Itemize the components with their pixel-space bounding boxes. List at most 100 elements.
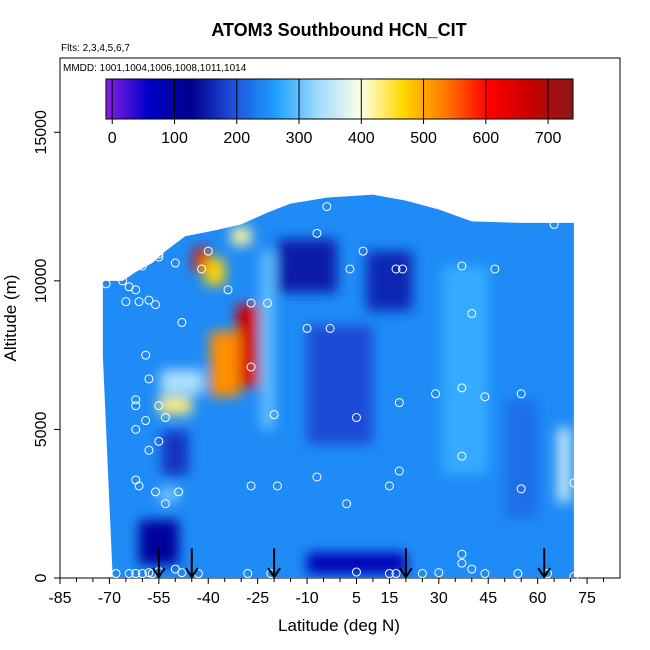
observation-point [351, 413, 361, 423]
field-cell [209, 331, 240, 397]
colorbar-tick-label: 500 [410, 130, 437, 147]
observation-point [467, 309, 477, 319]
observation-point [467, 564, 477, 574]
observation-point [457, 383, 467, 393]
observation-point [197, 264, 207, 274]
observation-point [144, 568, 154, 578]
observation-point [549, 219, 559, 229]
observation-point [160, 413, 170, 423]
colorbar-tick-label: 700 [535, 130, 562, 147]
y-axis-label: Altitude (m) [1, 275, 20, 362]
flight-arrow [151, 548, 166, 579]
colorbar-tick-label: 300 [286, 130, 313, 147]
observation-point [269, 410, 279, 420]
observation-point [457, 261, 467, 271]
colorbar-tick-label: 100 [161, 130, 188, 147]
x-tick-label: 15 [381, 590, 399, 607]
observation-point [174, 487, 184, 497]
heatmap-field [102, 194, 574, 578]
observation-point [457, 451, 467, 461]
x-axis-label: Latitude (deg N) [278, 616, 400, 635]
x-tick-label: 45 [479, 590, 497, 607]
x-tick-label: -25 [246, 590, 269, 607]
flight-arrow [537, 548, 552, 579]
colorbar-tick-label: 0 [108, 130, 117, 147]
observation-point [312, 472, 322, 482]
observation-point [137, 261, 147, 271]
field-cell [277, 239, 337, 293]
observation-point [124, 569, 134, 579]
x-tick-label: -70 [98, 590, 121, 607]
observation-point [154, 401, 164, 411]
field-cell [204, 258, 225, 286]
observation-point [131, 401, 141, 411]
observation-point [154, 252, 164, 262]
observation-point [457, 549, 467, 559]
field-cell [158, 396, 192, 415]
mmdd-label: MMDD: 1001,1004,1006,1008,1011,1014 [63, 63, 247, 74]
observation-point [516, 389, 526, 399]
observation-point [434, 568, 444, 578]
observation-point [154, 249, 164, 259]
flight-arrows [151, 548, 552, 579]
observation-point [384, 569, 394, 579]
observation-point [480, 392, 490, 402]
observation-point [177, 568, 187, 578]
y-tick-label: 10000 [33, 259, 50, 304]
observation-point [384, 481, 394, 491]
observation-point [111, 569, 121, 579]
observation-point [351, 567, 361, 577]
observation-point [516, 484, 526, 494]
observation-point [160, 499, 170, 509]
observation-point [134, 481, 144, 491]
flight-arrow [399, 548, 413, 579]
observation-point [137, 569, 147, 579]
observation-point [131, 424, 141, 434]
observation-point [342, 499, 352, 509]
x-tick-label: 5 [352, 590, 361, 607]
x-tick-label: 30 [430, 590, 448, 607]
colorbar-tick-label: 600 [472, 130, 499, 147]
field-cell [557, 427, 571, 503]
field-cell [160, 370, 204, 394]
field-cell [162, 430, 189, 476]
x-tick-label: 60 [529, 590, 547, 607]
flight-arrow [267, 548, 281, 579]
flight-arrow [184, 548, 199, 579]
observation-point [302, 323, 312, 333]
x-tick-label: -55 [147, 590, 170, 607]
x-tick-label: 75 [578, 590, 596, 607]
flights-label: Flts: 2,3,4,5,6,7 [61, 43, 130, 54]
observation-point [246, 362, 256, 372]
field-cell [366, 251, 413, 311]
observation-point [569, 572, 579, 582]
x-axis: -85 -70 -55 -40 -25 -10 5 15 30 45 60 75 [48, 578, 605, 607]
observation-point [358, 246, 368, 256]
observation-point [394, 398, 404, 408]
field-cell [158, 488, 179, 501]
observation-point [391, 264, 401, 274]
observation-point [177, 317, 187, 327]
observation-point [170, 258, 180, 268]
observation-point [131, 569, 141, 579]
observation-point [223, 285, 233, 295]
observation-point [490, 264, 500, 274]
observation-point [144, 445, 154, 455]
observation-point [101, 279, 111, 289]
y-tick-label: 15000 [33, 110, 50, 155]
field-cell [442, 266, 489, 474]
observation-point [246, 481, 256, 491]
colorbar-ticks: 0 100 200 300 400 500 600 700 [108, 79, 562, 147]
observation-point [417, 569, 427, 579]
colorbar-tick-label: 200 [223, 130, 250, 147]
observation-point [345, 264, 355, 274]
observation-point [151, 300, 161, 310]
y-tick-label: 0 [33, 573, 50, 582]
observation-point [322, 202, 332, 212]
observation-point [141, 416, 151, 426]
observation-points [101, 202, 579, 582]
y-tick-label: 5000 [33, 412, 50, 448]
observation-point [325, 323, 335, 333]
observation-point [131, 285, 141, 295]
